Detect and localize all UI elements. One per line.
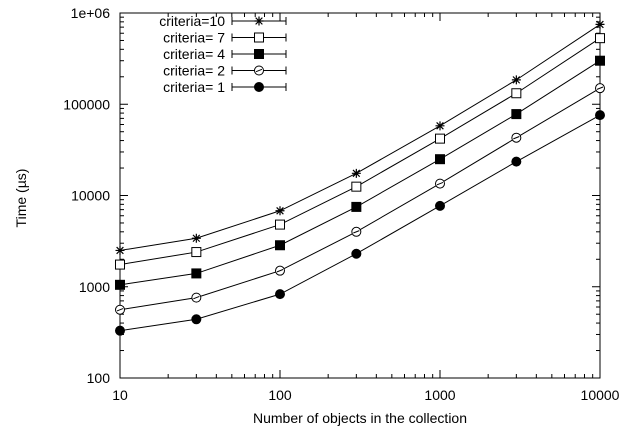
data-point	[115, 279, 125, 290]
y-axis-title: Time (µs)	[13, 169, 29, 228]
marker-slash	[596, 86, 604, 90]
data-point	[275, 240, 285, 251]
data-point	[435, 178, 445, 189]
data-point	[595, 83, 605, 94]
series-2	[115, 33, 605, 270]
data-point	[595, 33, 605, 44]
data-point	[435, 133, 445, 144]
data-point	[275, 219, 285, 230]
data-point	[191, 314, 202, 325]
legend-marker	[254, 32, 264, 43]
y-tick-label: 100	[87, 370, 111, 386]
marker-slash	[513, 136, 520, 140]
legend-item: criteria= 2	[163, 63, 287, 79]
legend-label: criteria= 2	[163, 63, 225, 79]
data-point	[511, 156, 522, 167]
data-point	[191, 247, 202, 258]
x-axis-title: Number of objects in the collection	[253, 410, 467, 426]
legend-label: criteria= 1	[163, 79, 225, 95]
y-tick-label: 100000	[63, 96, 110, 112]
data-point	[191, 292, 202, 303]
data-point	[191, 268, 202, 279]
data-point	[435, 121, 445, 131]
series-3	[115, 55, 605, 290]
legend-label: criteria= 7	[163, 30, 225, 46]
marker-slash	[353, 230, 360, 234]
data-point	[351, 226, 362, 237]
legend-marker	[254, 49, 264, 59]
legend-label: criteria=10	[159, 13, 225, 29]
series-1	[115, 19, 605, 255]
data-point	[115, 245, 125, 255]
data-point	[511, 88, 522, 99]
marker-slash	[436, 181, 444, 186]
data-point	[351, 181, 362, 192]
marker-slash	[255, 68, 263, 73]
data-point	[115, 259, 125, 270]
legend-label: criteria= 4	[163, 46, 225, 62]
data-point	[511, 75, 521, 85]
series-4	[115, 83, 605, 315]
y-tick-label: 1000	[79, 279, 110, 295]
data-point	[595, 55, 605, 66]
legend-marker	[254, 16, 264, 26]
legend-item: criteria=10	[159, 13, 287, 29]
series-group	[115, 19, 605, 336]
data-point	[275, 206, 285, 216]
data-point	[115, 304, 125, 315]
series-5	[115, 110, 605, 336]
data-point	[595, 19, 605, 29]
marker-slash	[193, 295, 200, 300]
y-tick-label: 10000	[71, 188, 110, 204]
data-point	[435, 200, 445, 211]
data-point	[275, 289, 285, 300]
data-point	[351, 201, 362, 212]
data-point	[595, 110, 605, 121]
legend-marker	[254, 82, 264, 92]
data-point	[351, 168, 361, 178]
legend-marker	[254, 65, 264, 76]
legend-item: criteria= 1	[163, 79, 287, 95]
data-point	[511, 132, 522, 143]
x-tick-label: 1000	[424, 387, 455, 403]
data-point	[115, 325, 125, 336]
x-tick-label: 100	[268, 387, 292, 403]
y-tick-label: 1e+06	[71, 5, 111, 21]
x-tick-label: 10000	[581, 387, 620, 403]
data-point	[191, 233, 201, 243]
data-point	[351, 248, 362, 259]
data-point	[275, 265, 285, 276]
legend-item: criteria= 7	[163, 30, 287, 46]
marker-slash	[116, 308, 124, 312]
marker-slash	[276, 269, 284, 273]
data-point	[435, 154, 445, 165]
data-point	[511, 109, 522, 120]
x-tick-label: 10	[112, 387, 128, 403]
legend-item: criteria= 4	[163, 46, 287, 62]
